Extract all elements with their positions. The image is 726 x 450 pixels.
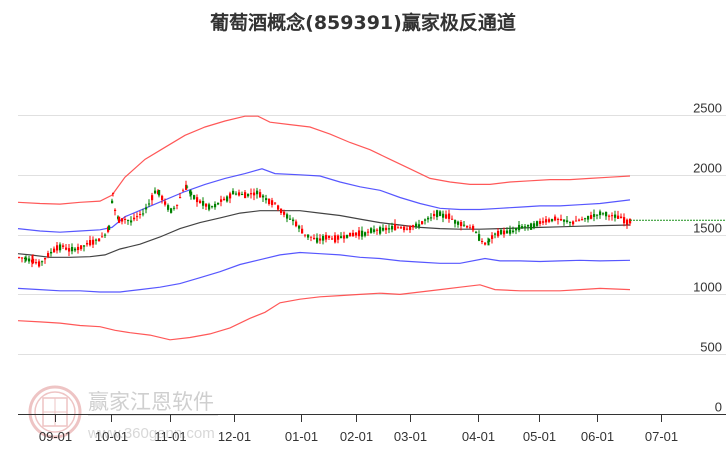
x-tick-label: 05-01	[523, 429, 556, 444]
x-axis: 09-01 10-01 11-01 12-01 01-01 02-01 03-01 04-01…	[18, 414, 726, 444]
seal-icon	[28, 385, 82, 439]
x-tick-label: 06-01	[581, 429, 614, 444]
watermark-brand: 赢家江恩软件	[88, 390, 214, 414]
x-tick-label: 04-01	[462, 429, 495, 444]
watermark: 赢家江恩软件 www.360gann.com	[28, 385, 218, 442]
x-tick-label: 01-01	[285, 429, 318, 444]
y-tick-label: 2500	[693, 101, 722, 116]
y-axis: 0 500 1000 1500 2000 2500	[693, 101, 722, 415]
candlesticks	[18, 180, 632, 268]
x-tick-label: 11-01	[154, 429, 186, 444]
y-tick-label: 2000	[693, 161, 722, 176]
gridlines	[18, 115, 726, 355]
band-outer_lower	[17, 284, 631, 341]
y-tick-label: 1500	[693, 221, 722, 236]
band-inner_lower	[17, 251, 631, 293]
x-tick-label: 07-01	[645, 429, 678, 444]
chart-title: 葡萄酒概念(859391)赢家极反通道	[210, 12, 516, 34]
x-tick-label: 10-01	[95, 429, 128, 444]
x-tick-label: 02-01	[340, 429, 373, 444]
y-tick-label: 0	[715, 400, 722, 415]
x-tick-label: 09-01	[39, 429, 72, 444]
watermark-url: www.360gann.com	[87, 425, 215, 442]
x-tick-label: 03-01	[394, 429, 427, 444]
band-mid	[17, 210, 631, 258]
band-inner_upper	[17, 168, 631, 233]
x-tick-label: 12-01	[218, 429, 251, 444]
y-tick-label: 1000	[693, 280, 722, 295]
band-outer_upper	[17, 115, 631, 205]
y-tick-label: 500	[700, 340, 722, 355]
